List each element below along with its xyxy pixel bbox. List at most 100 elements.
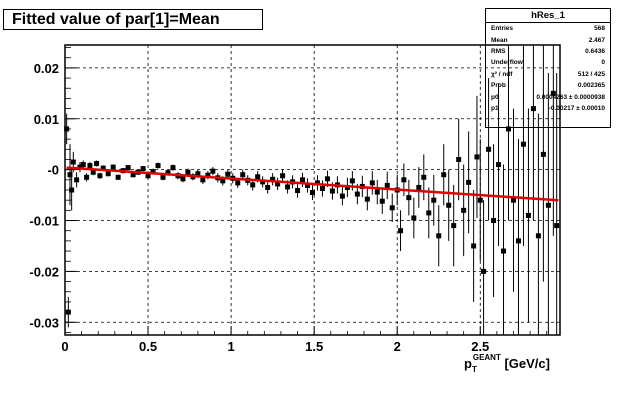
x-tick-label: 2.5 — [471, 339, 489, 354]
x-axis-label: pT GEANT [GeV/c] — [464, 353, 550, 374]
data-point — [150, 169, 156, 175]
data-point — [265, 184, 271, 190]
stat-label: Entries — [491, 25, 514, 33]
stat-value: 568 — [594, 25, 605, 33]
data-point — [300, 177, 306, 183]
data-point — [70, 159, 76, 165]
stat-value: 0 — [601, 59, 605, 67]
data-point — [398, 228, 404, 234]
data-point — [530, 106, 536, 112]
stat-value: 0.002365 — [577, 82, 605, 90]
data-point — [69, 187, 75, 193]
data-point — [77, 164, 83, 170]
x-axis-label-sup: GEANT — [473, 353, 501, 362]
data-point — [431, 197, 437, 203]
error-bars — [66, 45, 558, 335]
data-point — [324, 176, 330, 182]
data-point — [554, 223, 560, 229]
x-tick-label: 0 — [61, 339, 68, 354]
data-point — [491, 218, 497, 224]
stat-row-p0: p0 0.0004263 ± 0.0000938 — [486, 91, 610, 102]
y-tick-label: -0.01 — [29, 214, 59, 229]
data-point — [87, 163, 93, 169]
data-point — [501, 248, 507, 254]
chart-title: Fitted value of par[1]=Mean — [3, 9, 263, 30]
x-tick-label: 1 — [227, 339, 234, 354]
data-point — [195, 171, 201, 177]
data-point — [510, 197, 516, 203]
data-point — [506, 126, 512, 132]
data-point — [461, 207, 467, 213]
stats-title: hRes_1 — [486, 9, 610, 23]
stat-label: RMS — [491, 47, 506, 55]
data-point — [329, 188, 335, 194]
stat-value: 512 / 425 — [577, 70, 605, 78]
fit-line — [66, 166, 559, 202]
stat-row-chi2: χ² / ndf 512 / 425 — [486, 69, 610, 80]
data-point — [125, 165, 131, 171]
y-tick-label: -0 — [47, 163, 59, 178]
data-point — [74, 177, 80, 183]
stat-label: p1 — [491, 104, 499, 112]
y-tick-label: -0.03 — [29, 315, 59, 330]
data-point — [540, 151, 546, 157]
data-point — [471, 243, 477, 249]
stat-label: p0 — [491, 93, 499, 101]
data-point — [280, 173, 286, 179]
data-point — [285, 184, 291, 190]
data-point — [84, 174, 90, 180]
data-point — [379, 198, 385, 204]
x-axis-label-unit: [GeV/c] — [501, 356, 550, 371]
x-axis-label-sub: T — [472, 365, 477, 374]
stat-row-entries: Entries 568 — [486, 23, 610, 34]
data-point — [305, 182, 311, 188]
data-point — [180, 176, 186, 182]
data-point — [426, 210, 432, 216]
stat-row-mean: Mean 2.467 — [486, 34, 610, 45]
data-point — [220, 178, 226, 184]
stat-row-underflow: Underflow 0 — [486, 57, 610, 68]
data-point — [250, 182, 256, 188]
x-tick-label: 1.5 — [305, 339, 323, 354]
data-point — [474, 154, 480, 160]
data-point — [185, 169, 191, 175]
data-point — [295, 188, 301, 194]
data-point — [421, 174, 427, 180]
data-point — [339, 193, 345, 199]
data-point — [545, 202, 551, 208]
data-point — [477, 197, 483, 203]
data-point — [466, 179, 472, 185]
y-tick-label: 0.01 — [34, 112, 59, 127]
data-point — [255, 174, 261, 180]
data-point — [446, 202, 452, 208]
data-point — [441, 172, 447, 178]
data-point — [165, 170, 171, 176]
data-point — [155, 163, 161, 169]
tick-labels: 0 0.5 1 1.5 2 2.5 0.02 0.01 -0 -0.01 -0.02 -0.03 — [29, 61, 489, 354]
data-point — [64, 126, 70, 132]
data-point — [105, 171, 111, 177]
y-tick-label: 0.02 — [34, 61, 59, 76]
data-point — [90, 169, 96, 175]
x-axis-label-p: p — [464, 356, 472, 371]
data-point — [110, 164, 116, 170]
data-point — [535, 233, 541, 239]
data-point — [130, 172, 136, 178]
data-point — [411, 215, 417, 221]
data-point — [406, 195, 412, 201]
data-point — [94, 161, 100, 167]
data-point — [496, 162, 502, 168]
stat-label: Mean — [491, 36, 508, 44]
data-point — [145, 173, 151, 179]
data-point — [97, 173, 103, 179]
stat-label: χ² / ndf — [491, 70, 513, 78]
data-point — [240, 172, 246, 178]
stat-row-p1: p1 -0.00217 ± 0.00010 — [486, 103, 610, 114]
data-point — [65, 309, 71, 315]
data-point — [67, 172, 73, 178]
data-point — [270, 176, 276, 182]
data-point — [80, 162, 86, 168]
data-point — [481, 268, 487, 274]
data-point — [486, 146, 492, 152]
data-point — [200, 177, 206, 183]
